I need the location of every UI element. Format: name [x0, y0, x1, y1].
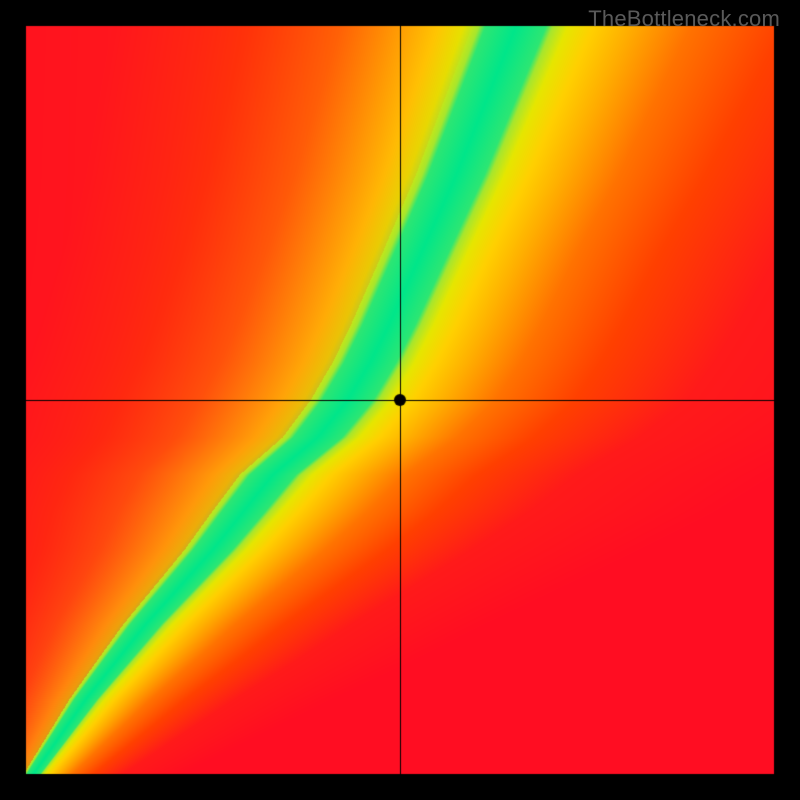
watermark-text: TheBottleneck.com: [588, 6, 780, 32]
heatmap-canvas: [0, 0, 800, 800]
chart-container: TheBottleneck.com: [0, 0, 800, 800]
